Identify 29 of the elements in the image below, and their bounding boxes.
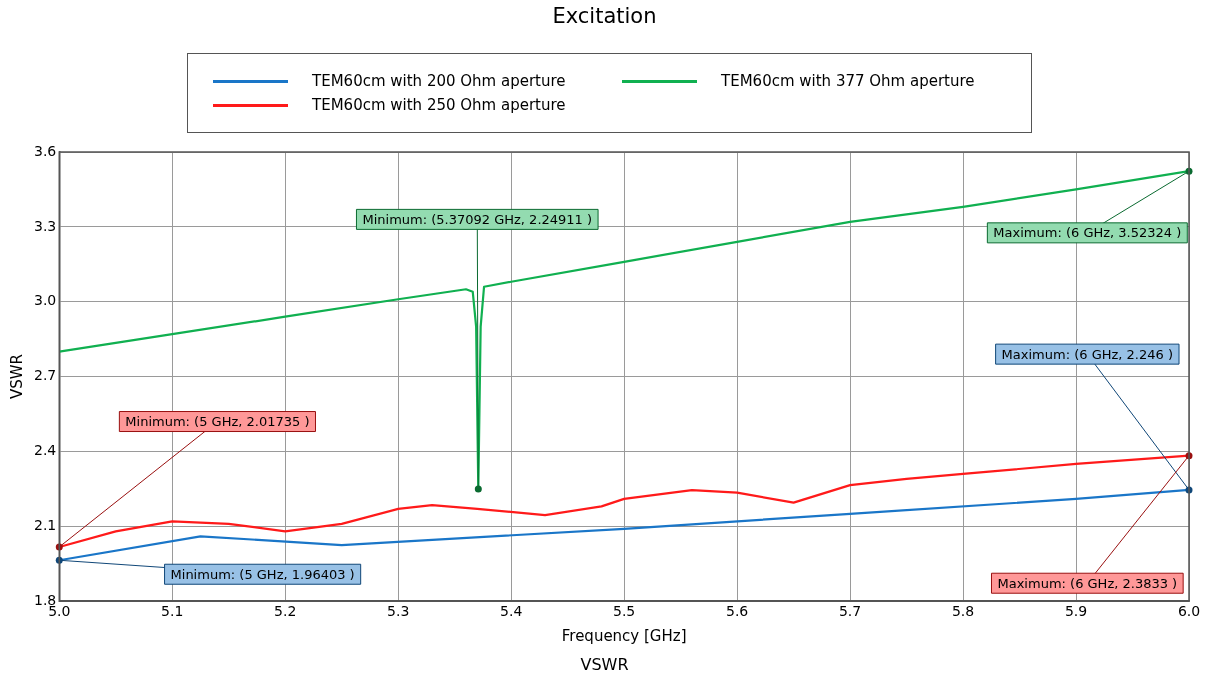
- x-axis-title: Frequency [GHz]: [561, 626, 687, 645]
- x-tick-label: 6.0: [1177, 603, 1201, 620]
- x-tick-label: 5.7: [838, 603, 862, 620]
- chart-title: Excitation: [551, 4, 658, 28]
- y-tick-label: 2.7: [34, 367, 57, 384]
- annotation: Maximum: (6 GHz, 3.52324 ): [993, 225, 1182, 241]
- legend-label: TEM60cm with 250 Ohm aperture: [312, 96, 566, 114]
- legend-label: TEM60cm with 377 Ohm aperture: [721, 72, 975, 90]
- x-tick-label: 5.8: [951, 603, 975, 620]
- annotation: Minimum: (5.37092 GHz, 2.24911 ): [362, 211, 593, 227]
- x-tick-label: 5.2: [274, 603, 297, 620]
- y-tick-label: 2.4: [34, 442, 57, 459]
- text: VSWR: [579, 655, 630, 674]
- x-tick-label: 5.1: [161, 603, 184, 620]
- y-tick-label: 3.0: [34, 292, 57, 309]
- annotation: Maximum: (6 GHz, 2.246 ): [1001, 346, 1174, 362]
- x-tick-label: 5.3: [387, 603, 410, 620]
- x-tick-label: 5.5: [613, 603, 636, 620]
- x-tick-label: 5.6: [725, 603, 749, 620]
- y-axis-title: VSWR: [7, 354, 26, 400]
- y-tick-label: 3.3: [34, 217, 57, 234]
- legend-label: TEM60cm with 200 Ohm aperture: [312, 72, 566, 90]
- annotation: Maximum: (6 GHz, 2.3833 ): [997, 575, 1178, 591]
- y-tick-label: 2.1: [34, 516, 57, 533]
- y-tick-label: 3.6: [34, 142, 57, 159]
- annotation: Minimum: (5 GHz, 2.01735 ): [125, 413, 310, 429]
- x-tick-label: 5.4: [500, 603, 523, 620]
- x-tick-label: 5.9: [1064, 603, 1088, 620]
- annotation: Minimum: (5 GHz, 1.96403 ): [170, 566, 355, 582]
